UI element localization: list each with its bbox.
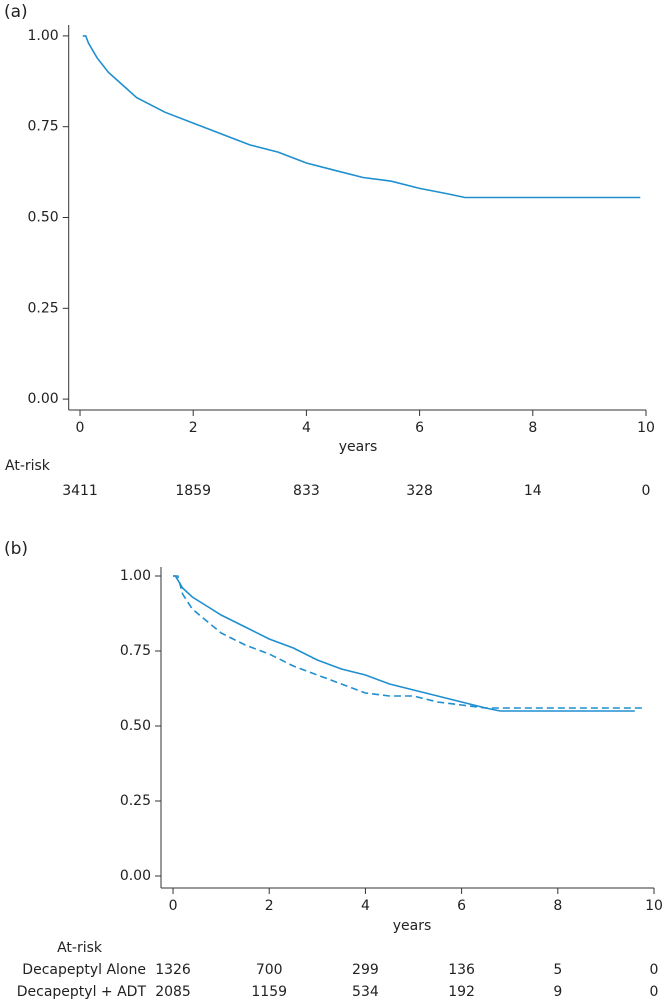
at-risk-count: 136 xyxy=(448,962,475,978)
at-risk-count: 833 xyxy=(293,483,320,499)
at-risk-count: 0 xyxy=(650,962,659,978)
at-risk-row-name: Decapeptyl + ADT xyxy=(17,984,147,1000)
x-tick-label: 0 xyxy=(76,420,85,436)
y-tick-label: 0.75 xyxy=(120,643,151,659)
y-tick-label: 0.25 xyxy=(28,300,59,316)
at-risk-count: 1859 xyxy=(175,483,211,499)
at-risk-count: 3411 xyxy=(62,483,98,499)
x-tick-label: 8 xyxy=(528,420,537,436)
at-risk-count: 0 xyxy=(642,483,651,499)
y-tick-label: 0.50 xyxy=(120,718,151,734)
at-risk-count: 14 xyxy=(524,483,542,499)
x-tick-label: 6 xyxy=(457,898,466,914)
y-tick-label: 0.00 xyxy=(28,391,59,407)
at-risk-count: 534 xyxy=(352,984,379,1000)
x-tick-label: 10 xyxy=(637,420,655,436)
at-risk-count: 2085 xyxy=(155,984,191,1000)
y-tick-label: 1.00 xyxy=(120,568,151,584)
y-tick-label: 0.00 xyxy=(120,868,151,884)
at-risk-count: 5 xyxy=(553,962,562,978)
x-axis-label: years xyxy=(339,439,378,455)
y-tick-label: 0.50 xyxy=(28,210,59,226)
survival-curve xyxy=(173,575,635,712)
y-tick-label: 1.00 xyxy=(28,28,59,44)
survival-curve xyxy=(82,35,641,199)
x-tick-label: 0 xyxy=(169,898,178,914)
x-axis-label: years xyxy=(393,918,432,934)
at-risk-count: 192 xyxy=(448,984,475,1000)
x-tick-label: 4 xyxy=(361,898,370,914)
at-risk-count: 1159 xyxy=(251,984,287,1000)
y-tick-label: 0.25 xyxy=(120,793,151,809)
at-risk-count: 0 xyxy=(650,984,659,1000)
panel-label: (b) xyxy=(4,539,28,559)
panel-label: (a) xyxy=(4,2,28,22)
at-risk-count: 700 xyxy=(256,962,283,978)
x-tick-label: 2 xyxy=(265,898,274,914)
at-risk-count: 1326 xyxy=(155,962,191,978)
at-risk-label: At-risk xyxy=(5,458,51,474)
at-risk-count: 9 xyxy=(553,984,562,1000)
at-risk-label: At-risk xyxy=(57,940,103,956)
x-tick-label: 8 xyxy=(553,898,562,914)
survival-curve xyxy=(173,575,645,709)
x-tick-label: 4 xyxy=(302,420,311,436)
y-tick-label: 0.75 xyxy=(28,119,59,135)
at-risk-row-name: Decapeptyl Alone xyxy=(22,962,146,978)
x-tick-label: 10 xyxy=(645,898,663,914)
at-risk-count: 299 xyxy=(352,962,379,978)
at-risk-count: 328 xyxy=(406,483,433,499)
x-tick-label: 2 xyxy=(189,420,198,436)
x-tick-label: 6 xyxy=(415,420,424,436)
